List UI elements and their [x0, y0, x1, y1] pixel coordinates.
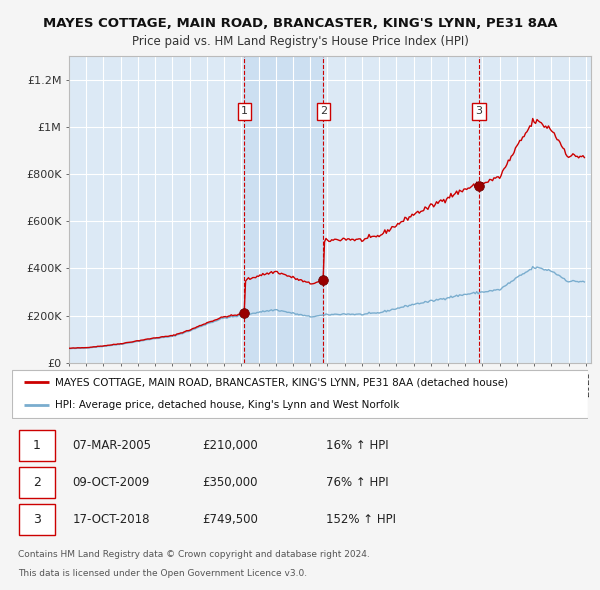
Text: 07-MAR-2005: 07-MAR-2005: [73, 439, 151, 452]
FancyBboxPatch shape: [19, 430, 55, 461]
Text: Price paid vs. HM Land Registry's House Price Index (HPI): Price paid vs. HM Land Registry's House …: [131, 35, 469, 48]
Text: MAYES COTTAGE, MAIN ROAD, BRANCASTER, KING'S LYNN, PE31 8AA: MAYES COTTAGE, MAIN ROAD, BRANCASTER, KI…: [43, 17, 557, 30]
Text: 3: 3: [475, 106, 482, 116]
FancyBboxPatch shape: [19, 504, 55, 535]
Text: 152% ↑ HPI: 152% ↑ HPI: [326, 513, 396, 526]
Text: 2: 2: [33, 476, 41, 489]
FancyBboxPatch shape: [19, 467, 55, 498]
Text: £350,000: £350,000: [202, 476, 257, 489]
Text: 17-OCT-2018: 17-OCT-2018: [73, 513, 150, 526]
Text: 3: 3: [33, 513, 41, 526]
Text: 1: 1: [241, 106, 248, 116]
Text: 1: 1: [33, 439, 41, 452]
Text: £749,500: £749,500: [202, 513, 258, 526]
FancyBboxPatch shape: [12, 370, 588, 418]
Text: 2: 2: [320, 106, 327, 116]
Text: MAYES COTTAGE, MAIN ROAD, BRANCASTER, KING'S LYNN, PE31 8AA (detached house): MAYES COTTAGE, MAIN ROAD, BRANCASTER, KI…: [55, 377, 508, 387]
Text: £210,000: £210,000: [202, 439, 258, 452]
Text: 16% ↑ HPI: 16% ↑ HPI: [326, 439, 389, 452]
Bar: [244, 56, 323, 363]
Text: This data is licensed under the Open Government Licence v3.0.: This data is licensed under the Open Gov…: [18, 569, 307, 578]
Text: 76% ↑ HPI: 76% ↑ HPI: [326, 476, 389, 489]
Text: 09-OCT-2009: 09-OCT-2009: [73, 476, 150, 489]
Text: Contains HM Land Registry data © Crown copyright and database right 2024.: Contains HM Land Registry data © Crown c…: [18, 550, 370, 559]
Text: HPI: Average price, detached house, King's Lynn and West Norfolk: HPI: Average price, detached house, King…: [55, 401, 400, 411]
